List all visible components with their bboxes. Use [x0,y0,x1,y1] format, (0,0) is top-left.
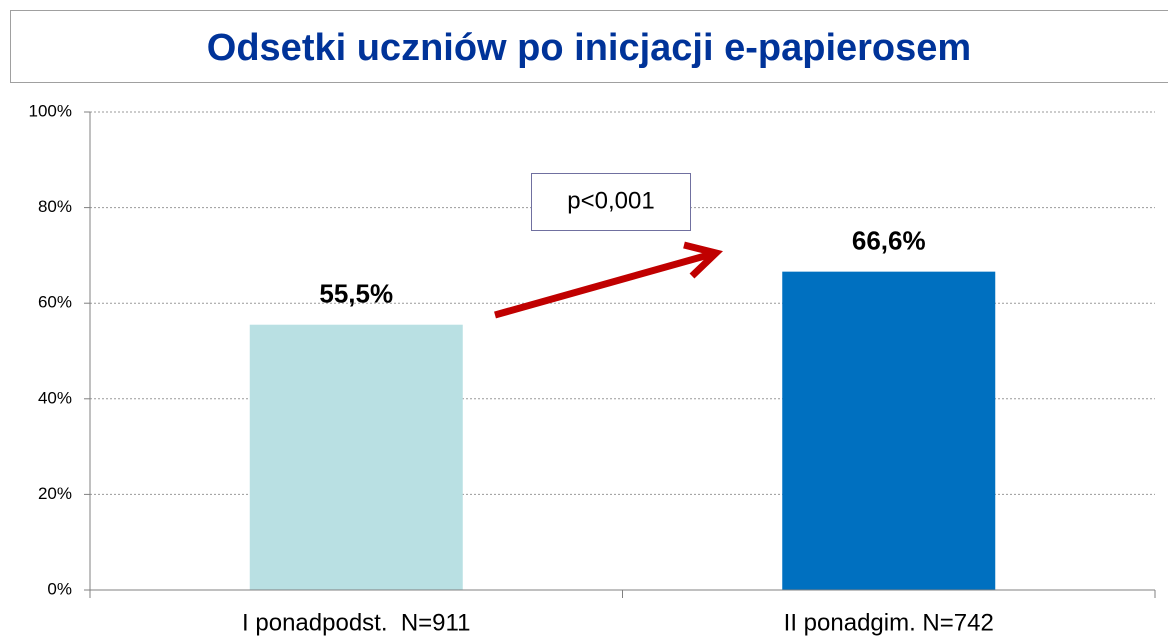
y-tick-label: 20% [38,484,72,503]
arrow-shaft [494,250,713,319]
chart-title: Odsetki uczniów po inicjacji e-papierose… [207,27,971,69]
arrow-head [683,241,723,279]
value-label: 66,6% [852,226,926,256]
y-tick-label: 80% [38,197,72,216]
bar [249,324,463,590]
title-box [10,10,1168,83]
y-tick-label: 60% [38,293,72,312]
x-tick-label: I ponadpodst. N=911 [242,609,470,636]
y-tick-label: 100% [29,101,72,120]
bar [782,271,996,590]
y-tick-label: 40% [38,388,72,407]
annotation: p<0,001 [567,187,654,214]
x-tick-label: II ponadgim. N=742 [784,609,994,636]
annotation-box [531,173,691,231]
arrow [494,241,723,319]
value-label: 55,5% [319,279,393,309]
y-tick-label: 0% [47,579,72,598]
